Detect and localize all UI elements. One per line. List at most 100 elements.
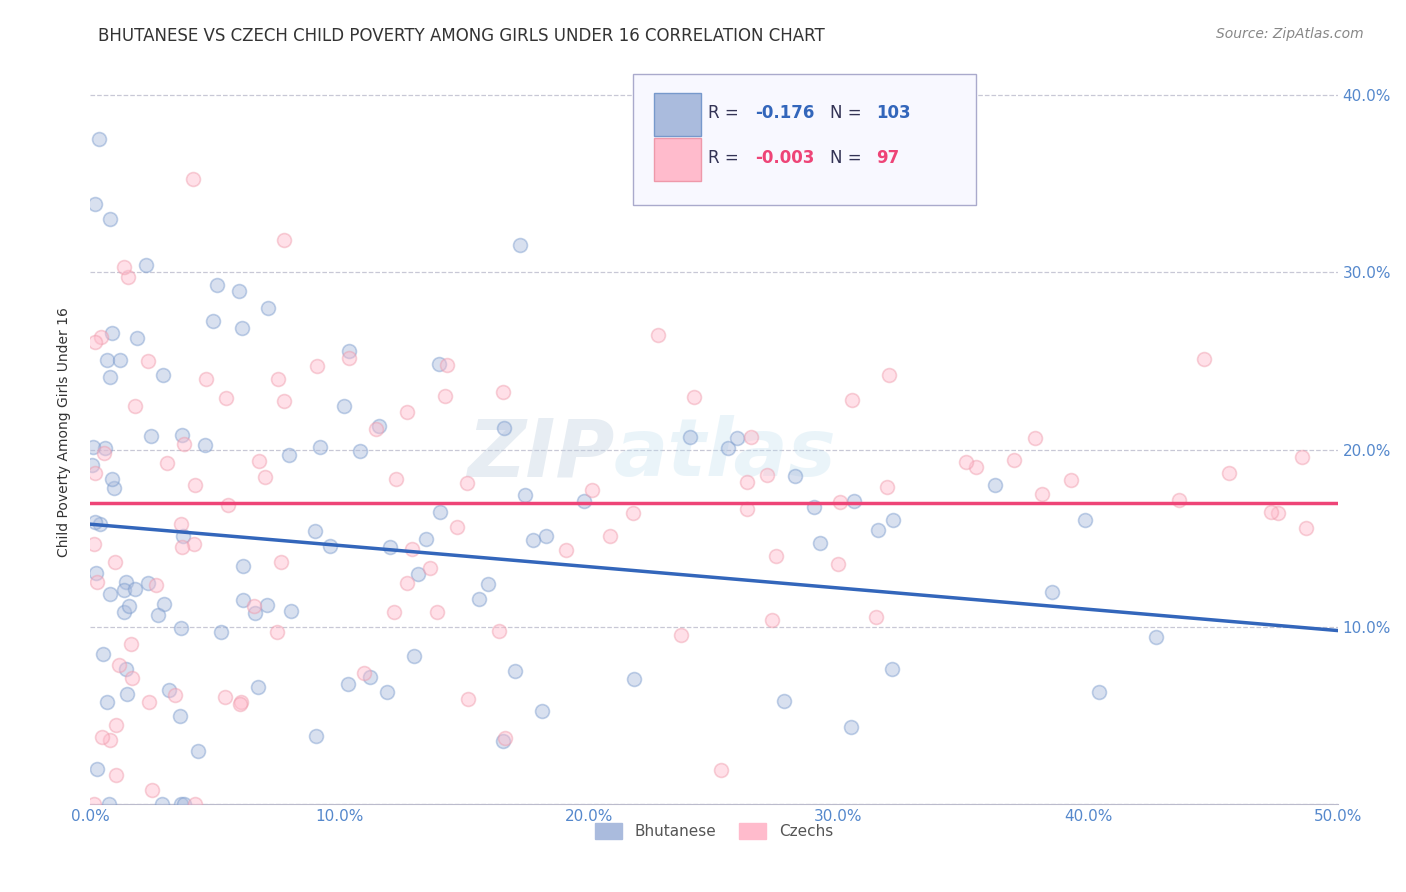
Point: [112, 583, 135, 598]
Point: [401, 542, 423, 557]
Point: [492, 734, 515, 748]
Point: [156, 456, 179, 470]
Point: [91, 730, 114, 744]
Point: [105, 768, 128, 782]
Point: [1074, 513, 1097, 527]
Point: [232, 559, 254, 574]
Point: [534, 528, 557, 542]
Point: [828, 495, 851, 509]
Point: [623, 506, 645, 520]
Point: [375, 685, 398, 699]
Point: [513, 488, 536, 502]
Point: [554, 543, 576, 558]
Point: [82, 440, 104, 454]
Point: [305, 729, 328, 743]
Point: [112, 606, 135, 620]
Point: [214, 391, 236, 405]
Point: [83, 466, 105, 480]
Point: [756, 467, 779, 482]
Point: [83, 537, 105, 551]
Point: [90, 330, 112, 344]
Point: [214, 690, 236, 705]
Point: [103, 481, 125, 495]
Point: [426, 605, 449, 619]
Point: [138, 695, 160, 709]
Point: [89, 131, 111, 145]
Text: Source: ZipAtlas.com: Source: ZipAtlas.com: [1216, 27, 1364, 41]
Point: [882, 662, 904, 676]
Point: [205, 278, 228, 293]
Point: [765, 549, 787, 563]
Point: [623, 672, 645, 686]
Point: [124, 582, 146, 596]
Point: [266, 625, 288, 640]
Point: [395, 575, 418, 590]
Point: [647, 328, 669, 343]
Point: [183, 797, 205, 812]
Point: [91, 648, 114, 662]
Point: [773, 694, 796, 708]
Point: [170, 621, 193, 635]
Point: [333, 399, 356, 413]
Point: [115, 687, 138, 701]
Point: [163, 688, 186, 702]
Point: [491, 384, 513, 399]
Point: [531, 704, 554, 718]
Point: [270, 555, 292, 569]
Text: -0.176: -0.176: [755, 104, 814, 122]
Point: [359, 670, 381, 684]
Point: [725, 431, 748, 445]
Point: [1295, 520, 1317, 534]
Point: [1031, 486, 1053, 500]
Point: [170, 797, 193, 812]
Point: [436, 358, 458, 372]
Point: [761, 613, 783, 627]
Point: [209, 625, 232, 640]
Text: R =: R =: [707, 104, 744, 122]
Point: [94, 441, 117, 455]
Point: [115, 662, 138, 676]
Point: [865, 610, 887, 624]
Text: R =: R =: [707, 149, 744, 167]
Point: [735, 475, 758, 490]
Point: [278, 448, 301, 462]
Point: [112, 260, 135, 275]
Point: [100, 326, 122, 340]
Point: [100, 732, 122, 747]
Point: [304, 524, 326, 539]
Point: [187, 743, 209, 757]
Point: [457, 691, 479, 706]
Point: [318, 539, 340, 553]
Text: ZIP: ZIP: [467, 416, 614, 493]
Point: [1144, 631, 1167, 645]
Point: [337, 677, 360, 691]
Point: [125, 331, 148, 345]
Point: [136, 575, 159, 590]
Point: [404, 649, 426, 664]
Point: [669, 628, 692, 642]
Point: [446, 519, 468, 533]
Point: [366, 422, 388, 436]
Point: [710, 763, 733, 777]
Point: [273, 394, 295, 409]
Point: [146, 608, 169, 623]
Point: [308, 440, 330, 454]
Point: [280, 604, 302, 618]
Text: N =: N =: [830, 104, 866, 122]
Point: [218, 498, 240, 512]
Point: [419, 560, 441, 574]
Point: [184, 478, 207, 492]
Point: [468, 592, 491, 607]
Point: [1167, 492, 1189, 507]
Text: 97: 97: [876, 149, 900, 167]
FancyBboxPatch shape: [633, 75, 976, 205]
Point: [337, 343, 360, 358]
Point: [135, 258, 157, 272]
Point: [735, 502, 758, 516]
Point: [231, 321, 253, 335]
Point: [682, 390, 704, 404]
Point: [433, 389, 456, 403]
Point: [150, 797, 173, 812]
Point: [1060, 473, 1083, 487]
Point: [232, 592, 254, 607]
